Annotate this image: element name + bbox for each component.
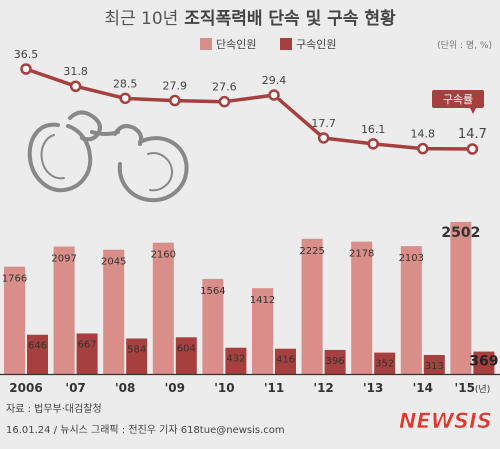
bar-arrested (252, 288, 273, 374)
bar-arrested (351, 241, 373, 374)
rate-point (218, 95, 231, 108)
data-label-detained: 646 (28, 341, 47, 352)
rate-point (20, 63, 32, 75)
data-label-detained: 396 (326, 356, 345, 367)
rate-point (69, 80, 82, 92)
data-label-arrested: 2045 (101, 257, 126, 268)
data-label-detained: 604 (177, 343, 196, 354)
rate-line-layer: 36.5 31.8 28.5 27.9 27.6 29.4 17.7 16.1 14.8 14.7 (14, 48, 487, 155)
data-label-detained: 352 (375, 359, 394, 370)
x-tick-label: '07 (65, 381, 85, 395)
rate-value-label: 17.7 (311, 117, 336, 130)
bar-detained (126, 338, 148, 374)
data-label-detained: 313 (425, 361, 444, 372)
x-unit-suffix: (년) (475, 384, 490, 395)
data-label-arrested: 2178 (349, 249, 374, 260)
bar-arrested (4, 266, 25, 374)
rate-point (317, 132, 330, 144)
data-label-arrested: 2225 (299, 246, 324, 257)
data-label-detained: 667 (78, 339, 97, 350)
bar-detained (27, 334, 48, 374)
title-light: 최근 10년 (104, 9, 178, 29)
chart-title: 최근 10년 조직폭력배 단속 및 구속 현황 (104, 9, 396, 29)
data-label-detained: 584 (127, 345, 146, 356)
rate-label-pointer (470, 108, 476, 114)
rate-point (268, 89, 280, 101)
rate-label-bg (432, 90, 484, 108)
rate-point (367, 138, 379, 150)
legend-label-arrested: 단속인원 (216, 38, 256, 51)
x-tick-label: '13 (363, 381, 383, 395)
rate-value-label: 36.5 (14, 48, 39, 61)
rate-line (25, 67, 473, 151)
x-tick-label: '08 (115, 381, 135, 395)
bar-arrested (450, 221, 472, 374)
rate-point (119, 92, 131, 105)
unit-label: (단위 : 명, %) (437, 40, 492, 51)
rate-label-box: 구속률 (432, 90, 484, 114)
x-tick-label: '11 (264, 381, 284, 395)
legend-swatch-detained (280, 38, 292, 50)
handcuffs-icon (27, 110, 189, 203)
bar-arrested (53, 246, 75, 374)
rate-point (417, 142, 429, 155)
x-tick-label: 2006 (9, 381, 42, 395)
data-label-detained: 416 (276, 355, 295, 366)
x-tick-label: '15(년) (455, 381, 491, 395)
credit-text: 16.01.24 / 뉴시스 그래픽 : 전진우 기자 618tue@newsi… (6, 424, 285, 436)
legend-swatch-arrested (200, 38, 212, 50)
rate-value-label: 29.4 (262, 74, 287, 87)
bars-layer: 1766 646 2097 667 2045 584 2160 604 1564 432 1412 4… (2, 221, 499, 374)
newsis-logo: NEWSIS (399, 409, 492, 433)
bar-detained (423, 354, 445, 374)
x-tick-label: '09 (165, 381, 185, 395)
bar-detained (324, 349, 346, 374)
title-bold: 조직폭력배 단속 및 구속 현황 (184, 9, 396, 29)
data-label-arrested: 2502 (441, 225, 480, 241)
bar-arrested (400, 246, 422, 374)
bar-arrested (202, 278, 224, 374)
data-label-detained: 432 (226, 354, 245, 365)
data-label-arrested: 1766 (2, 274, 27, 285)
bar-detained (76, 333, 98, 374)
rate-value-label: 14.7 (458, 127, 487, 142)
rate-value-label: 28.5 (113, 77, 138, 90)
legend-label-detained: 구속인원 (296, 38, 336, 51)
rate-label-text: 구속률 (443, 93, 473, 106)
bar-arrested (301, 238, 323, 374)
rate-value-label: 16.1 (361, 123, 386, 136)
rate-point (169, 94, 181, 107)
bar-detained (275, 348, 296, 374)
rate-value-label: 31.8 (63, 65, 88, 78)
source-text: 자료 : 법무부·대검찰청 (6, 403, 102, 415)
rate-value-label: 14.8 (411, 128, 436, 141)
rate-value-label: 27.9 (163, 80, 188, 93)
data-label-arrested: 1412 (250, 295, 275, 306)
data-label-arrested: 2103 (399, 253, 424, 264)
rate-value-label: 27.6 (212, 81, 237, 94)
x-tick-label: '12 (313, 381, 333, 395)
x-tick-label: '14 (413, 381, 433, 395)
bar-arrested (103, 249, 125, 374)
bar-arrested (152, 242, 174, 374)
data-label-arrested: 2160 (151, 250, 176, 261)
x-tick-label: '10 (214, 381, 234, 395)
x-axis: 2006 '07 '08 '09 '10 '11 '12 '13 '14 '15(년) (0, 373, 500, 395)
bar-detained (374, 352, 396, 374)
bar-detained (225, 347, 247, 374)
rate-point (466, 143, 479, 155)
bar-detained (175, 337, 197, 374)
data-label-detained: 369 (469, 354, 498, 370)
bar-detained (473, 351, 495, 374)
data-label-arrested: 2097 (51, 254, 76, 265)
data-label-arrested: 1564 (200, 286, 225, 297)
